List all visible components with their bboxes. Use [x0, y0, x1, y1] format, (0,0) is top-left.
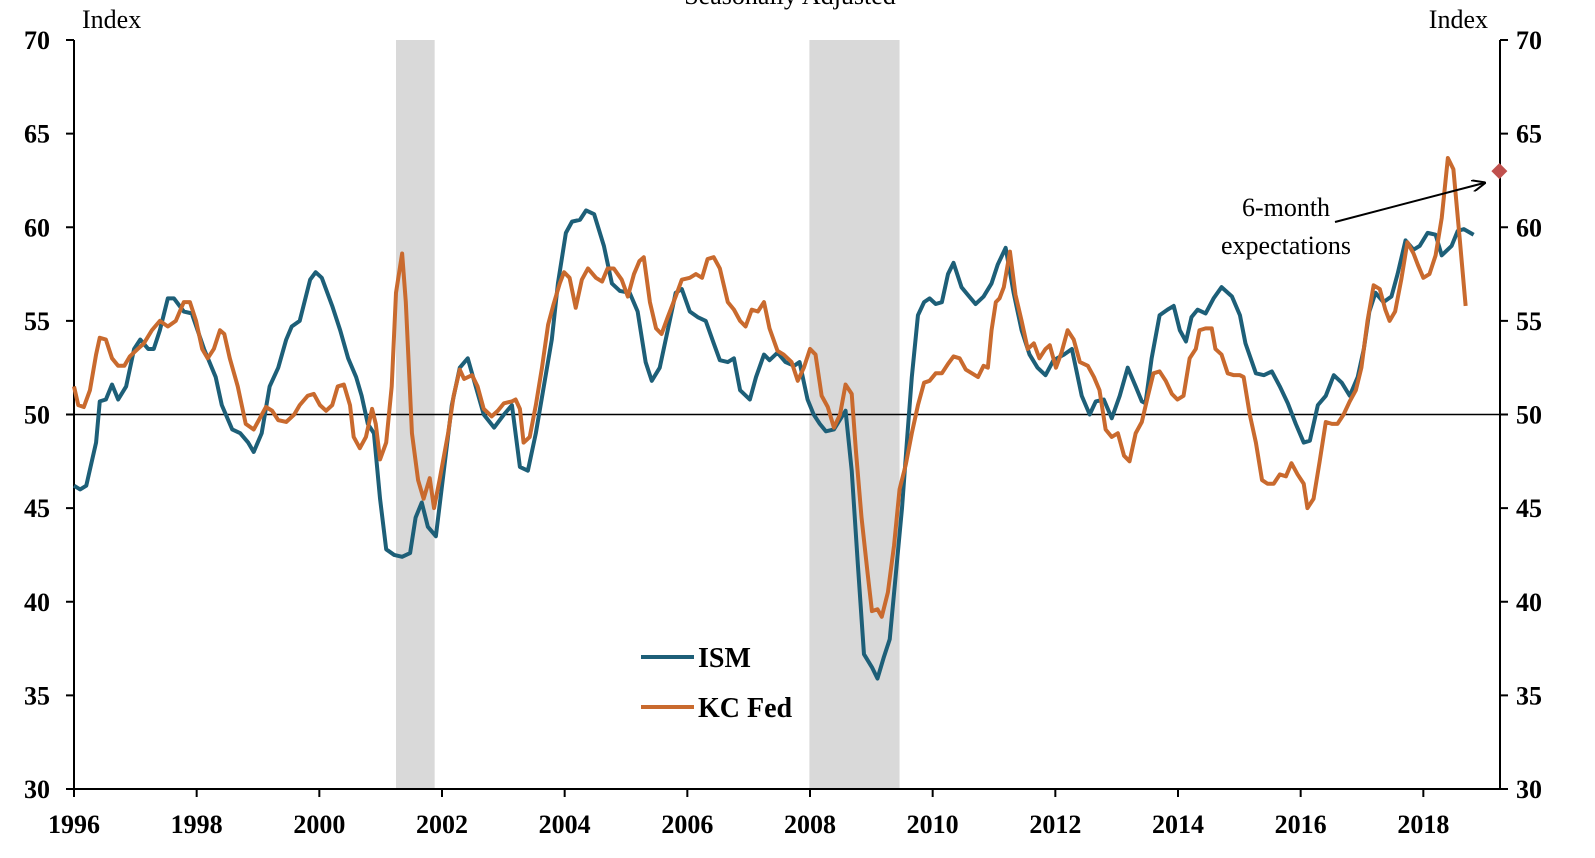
y-tick-label: 45: [24, 494, 50, 523]
y-tick-label: 30: [24, 775, 50, 804]
axis-layer: [66, 39, 1508, 797]
y2-tick-label: 35: [1516, 681, 1542, 710]
x-tick-label: 2014: [1152, 810, 1204, 839]
y-tick-label: 50: [24, 401, 50, 430]
y-tick-label: 35: [24, 681, 50, 710]
y2-tick-label: 45: [1516, 494, 1542, 523]
x-tick-label: 1998: [171, 810, 223, 839]
annotation-arrow: [1334, 183, 1484, 223]
x-tick-label: 2002: [416, 810, 468, 839]
y-tick-label: 40: [24, 588, 50, 617]
x-tick-label: 2016: [1275, 810, 1327, 839]
y-tick-label: 65: [24, 120, 50, 149]
annotation-line: 6-month: [1242, 193, 1330, 222]
y2-tick-label: 65: [1516, 120, 1542, 149]
legend-label: ISM: [698, 643, 751, 674]
expectations-marker: [1491, 163, 1508, 180]
x-tick-label: 2004: [539, 810, 591, 839]
chart-subtitle: Seasonally Adjusted: [684, 0, 896, 10]
x-tick-label: 2008: [784, 810, 836, 839]
annotation-line: expectations: [1221, 231, 1351, 260]
y2-tick-label: 40: [1516, 588, 1542, 617]
x-tick-label: 2012: [1029, 810, 1081, 839]
y2-tick-label: 30: [1516, 775, 1542, 804]
y2-tick-label: 50: [1516, 401, 1542, 430]
x-tick-label: 2000: [293, 810, 345, 839]
legend-label: KC Fed: [698, 693, 793, 724]
y-tick-label: 60: [24, 213, 50, 242]
y-tick-label: 55: [24, 307, 50, 336]
marks-layer: [72, 155, 1508, 681]
x-tick-label: 2010: [907, 810, 959, 839]
x-tick-label: 1996: [48, 810, 100, 839]
y2-axis-label: Index: [1429, 5, 1488, 34]
y-axis-label: Index: [82, 5, 141, 34]
y2-tick-label: 60: [1516, 213, 1542, 242]
y2-tick-label: 70: [1516, 26, 1542, 55]
series-line: [72, 155, 1468, 619]
x-tick-label: 2006: [661, 810, 713, 839]
y-tick-label: 70: [24, 26, 50, 55]
x-tick-label: 2018: [1397, 810, 1449, 839]
y2-tick-label: 55: [1516, 307, 1542, 336]
labels-layer: Seasonally Adjusted Index Index 6-month …: [24, 0, 1542, 839]
series-line: [72, 208, 1475, 681]
